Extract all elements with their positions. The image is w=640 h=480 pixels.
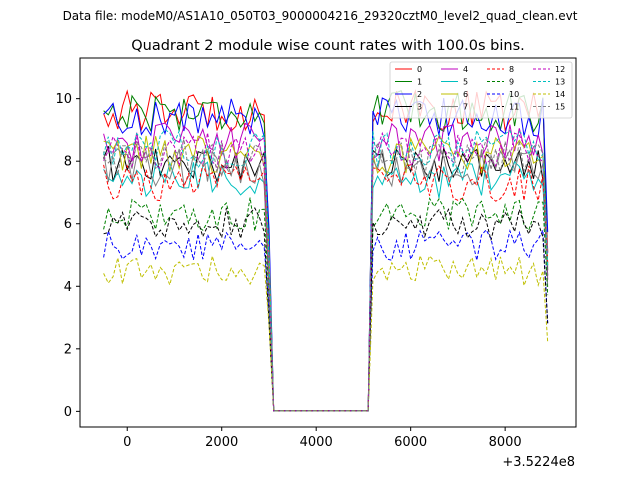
axis-ticks: 0 2000 4000 6000 8000 0 2 4 6 8 10 <box>55 92 521 450</box>
series-line-1 <box>103 90 549 412</box>
legend-label-14: 14 <box>555 90 565 99</box>
legend-label-8: 8 <box>509 65 514 74</box>
x-tick-label: 6000 <box>394 435 427 450</box>
legend-label-2: 2 <box>417 90 422 99</box>
legend-label-12: 12 <box>555 65 565 74</box>
legend-label-4: 4 <box>463 65 468 74</box>
series-line-4 <box>103 122 549 412</box>
legend-label-13: 13 <box>555 78 565 87</box>
series-line-5 <box>103 160 549 412</box>
series-line-14 <box>103 253 549 412</box>
series-line-10 <box>103 228 549 412</box>
series-line-3 <box>103 146 549 412</box>
series-layer <box>103 89 549 412</box>
legend-label-15: 15 <box>555 103 565 112</box>
legend-label-1: 1 <box>417 78 422 87</box>
legend-label-10: 10 <box>509 90 519 99</box>
y-tick-label: 8 <box>64 155 72 170</box>
legend-label-3: 3 <box>417 103 422 112</box>
y-tick-label: 10 <box>55 92 72 107</box>
x-tick-label: 8000 <box>489 435 522 450</box>
legend-label-5: 5 <box>463 78 468 87</box>
series-line-11 <box>103 207 549 412</box>
y-tick-label: 4 <box>64 280 72 295</box>
legend-label-7: 7 <box>463 103 468 112</box>
x-tick-label: 0 <box>123 435 131 450</box>
legend-box <box>389 61 573 119</box>
y-tick-label: 0 <box>64 405 72 420</box>
legend-label-0: 0 <box>417 65 422 74</box>
legend-label-6: 6 <box>463 90 468 99</box>
legend-label-11: 11 <box>509 103 519 112</box>
x-tick-label: 4000 <box>300 435 333 450</box>
x-offset-label: +3.5224e8 <box>502 455 575 470</box>
data-file-suptitle: Data file: modeM0/AS1A10_050T03_90000042… <box>63 9 578 23</box>
legend-label-9: 9 <box>509 78 514 87</box>
plot-frame <box>79 57 577 428</box>
y-tick-label: 2 <box>64 342 72 357</box>
series-line-9 <box>103 197 549 412</box>
x-tick-label: 2000 <box>205 435 238 450</box>
y-tick-label: 6 <box>64 217 72 232</box>
series-line-0 <box>103 89 549 412</box>
series-line-2 <box>103 97 549 412</box>
chart-title: Quadrant 2 module wise count rates with … <box>131 38 525 54</box>
series-line-15 <box>103 138 549 412</box>
series-line-12 <box>103 131 549 412</box>
